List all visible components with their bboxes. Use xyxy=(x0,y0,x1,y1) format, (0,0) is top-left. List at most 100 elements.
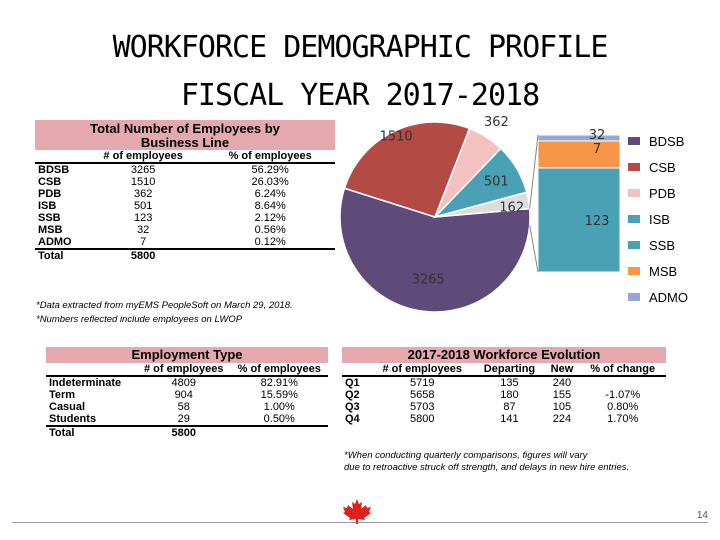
row-percent: 8.64% xyxy=(254,200,286,212)
row-count: 5703 xyxy=(409,401,435,413)
row-percent: 0.56% xyxy=(254,224,286,236)
row-label: Term xyxy=(49,389,76,401)
row-percent: 15.59% xyxy=(260,389,298,401)
row-percent: 1.00% xyxy=(263,401,295,413)
emp-total-label: Total xyxy=(46,425,137,439)
bl-col-count: # of employees xyxy=(81,150,206,164)
row-count: 58 xyxy=(177,401,190,413)
evo-note-2: due to retroactive struck off strength, … xyxy=(344,462,630,473)
row-new: 155 xyxy=(552,389,572,401)
emp-total-value: 5800 xyxy=(137,425,231,439)
row-count: 5719 xyxy=(409,377,435,389)
bl-total-label: Total xyxy=(35,248,81,262)
table-row: Term 904 15.59% xyxy=(46,389,328,401)
row-label: PDB xyxy=(38,188,62,200)
bl-total-value: 5800 xyxy=(81,248,206,262)
row-count: 3265 xyxy=(130,164,156,176)
legend-item: ADMO xyxy=(628,284,688,310)
table-row: SSB 123 2.12% xyxy=(35,212,335,224)
footer-divider xyxy=(12,522,708,523)
bar-data-label: 123 xyxy=(585,214,610,229)
legend-item: BDSB xyxy=(628,128,688,154)
evolution-column-header: # of employees xyxy=(370,363,475,377)
evolution-column-header: New xyxy=(544,363,580,377)
row-departing: 87 xyxy=(503,401,516,413)
chart-legend: BDSB CSB PDB ISB SSB MSB ADMO xyxy=(628,128,688,310)
connector-line xyxy=(529,225,539,273)
row-new: 224 xyxy=(552,413,572,425)
row-label: Indeterminate xyxy=(49,377,122,389)
row-departing: 141 xyxy=(500,413,519,425)
table-row: Q2 5658 180 155 -1.07% xyxy=(342,389,666,401)
table-row: Students 29 0.50% xyxy=(46,413,328,426)
row-label: Q2 xyxy=(345,389,360,401)
maple-leaf-icon xyxy=(343,499,371,524)
row-count: 5658 xyxy=(409,389,435,401)
row-percent: 26.03% xyxy=(251,176,289,188)
bar-segment-msb xyxy=(537,140,621,169)
pie-slice-bdsb xyxy=(339,187,531,313)
row-change: 1.70% xyxy=(607,413,639,425)
row-label: BDSB xyxy=(38,164,70,176)
legend-swatch xyxy=(628,163,640,171)
pie-data-label: 3265 xyxy=(412,272,445,287)
legend-label: PDB xyxy=(649,185,676,201)
row-departing: 180 xyxy=(500,389,519,401)
row-count: 29 xyxy=(177,413,190,425)
row-percent: 2.12% xyxy=(254,212,286,224)
business-line-title-2: Business Line xyxy=(140,135,230,150)
bar-data-label: 32 xyxy=(589,128,606,143)
bar-segment-admo xyxy=(537,134,621,142)
table-row: ADMO 7 0.12% xyxy=(35,236,335,249)
row-count: 4809 xyxy=(171,377,196,389)
row-count: 123 xyxy=(133,212,153,224)
row-count: 904 xyxy=(174,389,193,401)
pie-data-label: 501 xyxy=(484,175,509,190)
table-row: Casual 58 1.00% xyxy=(46,401,328,413)
bl-note-2: *Numbers reflected include employees on … xyxy=(36,314,243,325)
legend-label: MSB xyxy=(649,263,678,279)
legend-item: SSB xyxy=(628,232,688,258)
legend-item: CSB xyxy=(628,154,688,180)
connector-line xyxy=(529,134,539,209)
row-count: 32 xyxy=(137,224,150,236)
row-label: MSB xyxy=(38,224,63,236)
row-percent: 0.50% xyxy=(263,413,295,425)
evo-note-1: *When conducting quarterly comparisons, … xyxy=(344,450,588,461)
pie-slice-csb xyxy=(343,121,471,218)
row-count: 362 xyxy=(133,188,153,200)
row-new: 105 xyxy=(552,401,572,413)
legend-swatch xyxy=(628,241,640,249)
legend-swatch xyxy=(628,189,640,197)
business-line-title-1: Total Number of Employees by xyxy=(90,121,280,136)
evolution-table-title: 2017-2018 Workforce Evolution xyxy=(342,347,666,363)
row-percent: 6.24% xyxy=(254,188,286,200)
row-change: -1.07% xyxy=(605,389,641,401)
legend-label: CSB xyxy=(649,159,676,175)
legend-swatch xyxy=(628,137,640,145)
row-label: SSB xyxy=(38,212,61,224)
bl-col-pct: % of employees xyxy=(205,150,335,164)
row-count: 1510 xyxy=(130,176,156,188)
employment-type-table: Employment Type # of employees % of empl… xyxy=(46,347,328,439)
emp-col-pct: % of employees xyxy=(230,363,328,377)
bar-data-label: 7 xyxy=(593,142,601,157)
table-row: BDSB 3265 56.29% xyxy=(35,163,335,176)
table-row: PDB 362 6.24% xyxy=(35,188,335,200)
row-count: 7 xyxy=(140,236,147,248)
row-change: 0.80% xyxy=(607,401,639,413)
row-label: Q1 xyxy=(345,377,360,389)
row-label: Casual xyxy=(49,401,86,413)
row-count: 5800 xyxy=(409,413,435,425)
legend-swatch xyxy=(628,215,640,223)
table-row: MSB 32 0.56% xyxy=(35,224,335,236)
business-line-table: Total Number of Employees by Business Li… xyxy=(35,120,335,262)
legend-label: ISB xyxy=(649,211,670,227)
pie-other-total-label: 162 xyxy=(499,200,524,215)
legend-swatch xyxy=(628,267,640,275)
table-row: CSB 1510 26.03% xyxy=(35,176,335,188)
row-label: Students xyxy=(49,413,97,425)
page-number: 14 xyxy=(696,510,708,521)
employment-table-title: Employment Type xyxy=(46,347,328,363)
